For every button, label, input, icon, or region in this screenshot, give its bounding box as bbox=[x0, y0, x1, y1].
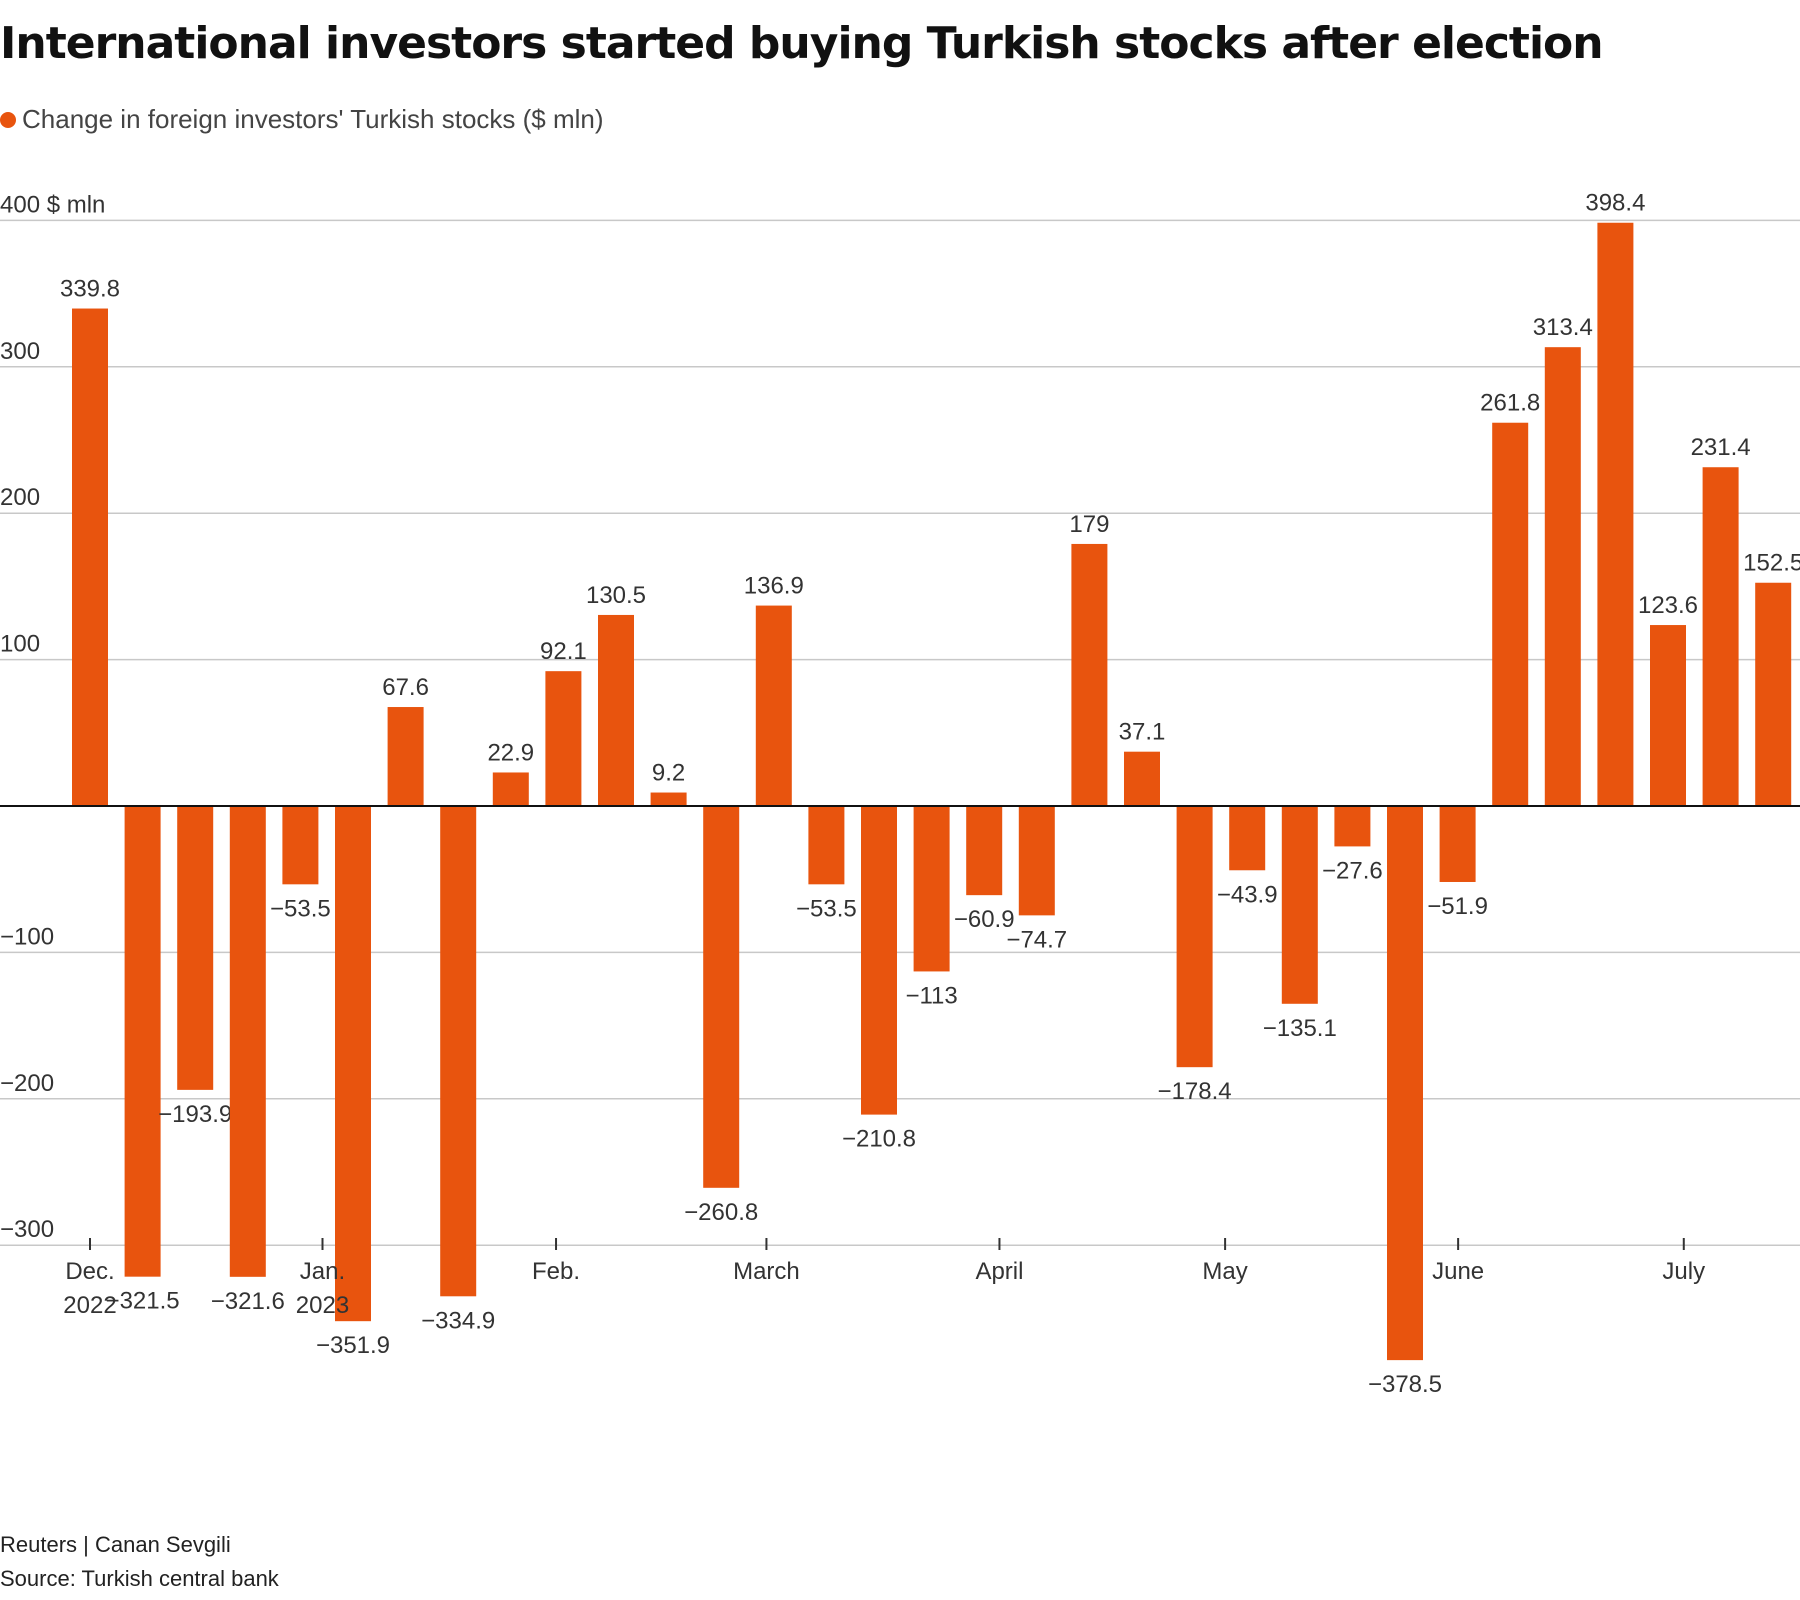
y-tick-label: 300 bbox=[0, 338, 40, 365]
bar bbox=[1702, 467, 1739, 806]
data-label: −135.1 bbox=[1263, 1015, 1337, 1042]
data-label: −321.6 bbox=[211, 1288, 285, 1315]
bar bbox=[387, 707, 424, 806]
x-tick-label: May bbox=[1202, 1258, 1247, 1285]
data-label: −27.6 bbox=[1322, 857, 1383, 884]
data-label: −60.9 bbox=[954, 906, 1015, 933]
bar bbox=[72, 308, 108, 806]
bar bbox=[808, 806, 845, 885]
y-tick-label: 200 bbox=[0, 484, 40, 511]
chart-title: International investors started buying T… bbox=[0, 18, 1604, 69]
data-label: 123.6 bbox=[1638, 592, 1698, 619]
bar bbox=[1755, 582, 1792, 806]
data-label: −178.4 bbox=[1158, 1078, 1232, 1105]
data-label: −53.5 bbox=[796, 895, 857, 922]
data-label: −351.9 bbox=[316, 1332, 390, 1359]
data-label: −74.7 bbox=[1006, 926, 1067, 953]
bar bbox=[1071, 543, 1108, 806]
bar bbox=[1544, 347, 1581, 806]
bar bbox=[966, 806, 1003, 896]
data-label: 67.6 bbox=[382, 674, 429, 701]
bar bbox=[861, 806, 897, 1115]
data-label: −51.9 bbox=[1427, 893, 1488, 920]
data-label: 136.9 bbox=[744, 573, 804, 600]
data-label: 179 bbox=[1069, 511, 1109, 538]
y-tick-label: 100 bbox=[0, 631, 40, 658]
data-label: −193.9 bbox=[158, 1101, 232, 1128]
x-tick-label: June bbox=[1432, 1258, 1484, 1285]
data-label: 313.4 bbox=[1533, 314, 1593, 341]
data-label: −210.8 bbox=[842, 1126, 916, 1153]
y-tick-label: −100 bbox=[0, 923, 54, 950]
bar bbox=[440, 806, 477, 1297]
data-label: −260.8 bbox=[684, 1199, 758, 1226]
bar bbox=[703, 806, 740, 1188]
bar bbox=[545, 671, 582, 806]
bar bbox=[1439, 806, 1476, 882]
bar bbox=[229, 806, 266, 1277]
data-label: 37.1 bbox=[1119, 719, 1166, 746]
x-tick-label: Jan. bbox=[300, 1258, 345, 1285]
y-tick-label: −300 bbox=[0, 1216, 54, 1243]
x-tick-label: Dec. bbox=[65, 1258, 114, 1285]
x-tick-label: 2022 bbox=[63, 1292, 116, 1319]
data-label: −53.5 bbox=[270, 895, 331, 922]
bar bbox=[913, 806, 950, 972]
bar bbox=[1650, 625, 1686, 806]
bar bbox=[1492, 422, 1529, 806]
bar-chart: 400 $ mln 300 200 100 −100 −200 −300 339.8 −321.… bbox=[0, 190, 1800, 1398]
bar bbox=[755, 605, 792, 806]
bar bbox=[598, 614, 634, 806]
legend-swatch bbox=[0, 111, 16, 128]
x-tick-label: July bbox=[1662, 1258, 1705, 1285]
legend-label: Change in foreign investors' Turkish sto… bbox=[22, 104, 604, 134]
data-label: 92.1 bbox=[540, 638, 587, 665]
data-label: 261.8 bbox=[1480, 390, 1540, 417]
x-tick-label: 2023 bbox=[296, 1292, 349, 1319]
bar bbox=[335, 806, 371, 1322]
data-label: 231.4 bbox=[1691, 434, 1751, 461]
bar bbox=[177, 806, 214, 1090]
bar bbox=[1176, 806, 1213, 1068]
y-tick-label: 400 $ mln bbox=[0, 191, 105, 218]
data-label: 339.8 bbox=[60, 276, 120, 303]
data-label: −321.5 bbox=[106, 1288, 180, 1315]
footer-source: Source: Turkish central bank bbox=[0, 1566, 279, 1591]
bar bbox=[1124, 751, 1160, 806]
x-tick-label: April bbox=[975, 1258, 1023, 1285]
bar bbox=[1387, 806, 1423, 1361]
bar bbox=[282, 806, 319, 885]
data-label: −113 bbox=[905, 982, 957, 1009]
data-label: −378.5 bbox=[1368, 1371, 1442, 1398]
bar bbox=[1334, 806, 1371, 847]
bar bbox=[1597, 222, 1634, 806]
bar bbox=[492, 772, 529, 806]
x-tick-label: March bbox=[733, 1258, 800, 1285]
footer-credit: Reuters | Canan Sevgili bbox=[0, 1532, 231, 1557]
bar bbox=[650, 792, 687, 806]
y-tick-label: −200 bbox=[0, 1070, 54, 1097]
data-label: 9.2 bbox=[652, 760, 685, 787]
bar bbox=[1018, 806, 1055, 916]
data-label: 130.5 bbox=[586, 582, 646, 609]
data-label: 152.5 bbox=[1743, 550, 1800, 577]
data-label: −334.9 bbox=[421, 1307, 495, 1334]
bar bbox=[1229, 806, 1266, 871]
data-label: 22.9 bbox=[487, 739, 534, 766]
bar bbox=[124, 806, 161, 1277]
data-label: 398.4 bbox=[1585, 190, 1645, 217]
x-tick-label: Feb. bbox=[532, 1258, 580, 1285]
bar bbox=[1281, 806, 1318, 1004]
data-label: −43.9 bbox=[1217, 881, 1278, 908]
legend: Change in foreign investors' Turkish sto… bbox=[0, 104, 604, 135]
